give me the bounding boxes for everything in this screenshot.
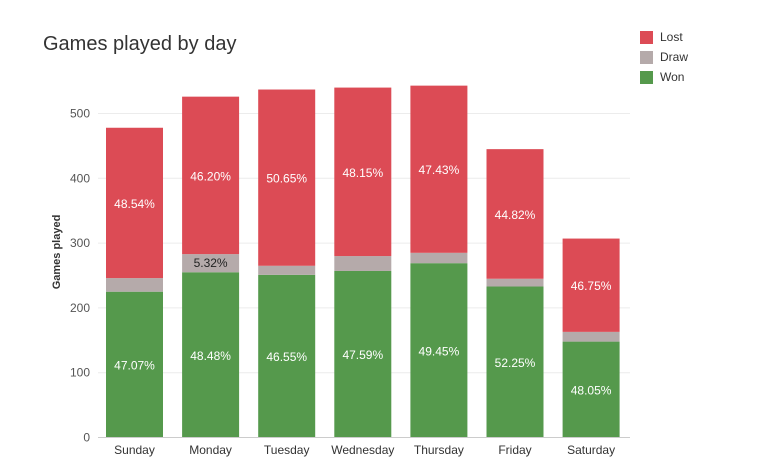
- bar-segment-draw: [334, 256, 392, 271]
- data-label: 46.55%: [266, 350, 307, 364]
- x-tick-label: Monday: [189, 443, 232, 457]
- data-label: 48.15%: [342, 166, 383, 180]
- legend-label: Draw: [660, 50, 689, 64]
- x-tick-label: Thursday: [414, 443, 464, 457]
- bar-segment-lost: [562, 238, 620, 332]
- x-tick-label: Wednesday: [331, 443, 394, 457]
- chart-title: Games played by day: [43, 33, 237, 55]
- bar-segment-won: [182, 272, 240, 438]
- y-tick-label: 100: [70, 366, 90, 380]
- bar-segment-lost: [106, 127, 163, 279]
- data-label: 46.20%: [190, 169, 231, 183]
- bar-segment-draw: [258, 265, 316, 275]
- data-label: 48.05%: [571, 384, 612, 398]
- bar-segment-lost: [334, 87, 392, 257]
- y-tick-label: 0: [83, 431, 90, 445]
- legend: Lost Draw Won: [640, 27, 688, 87]
- bar-segment-won: [258, 274, 316, 438]
- x-tick-label: Friday: [498, 443, 531, 457]
- data-label: 48.48%: [190, 349, 231, 363]
- legend-swatch: [640, 50, 653, 64]
- bar-segment-lost: [258, 89, 316, 266]
- bar-segment-draw: [562, 331, 620, 342]
- y-axis-label: Games played: [51, 215, 63, 290]
- data-label: 49.45%: [419, 344, 460, 358]
- bar-segment-lost: [486, 149, 544, 279]
- y-tick-label: 500: [70, 107, 90, 121]
- bar-segment-won: [410, 263, 468, 438]
- x-tick-label: Saturday: [567, 443, 615, 457]
- y-tick-label: 400: [70, 171, 90, 185]
- x-tick-label: Tuesday: [264, 443, 310, 457]
- bar-segment-draw: [182, 254, 240, 273]
- bar-segment-draw: [486, 278, 544, 287]
- data-label: 5.32%: [194, 256, 228, 270]
- bar-segment-won: [562, 341, 620, 438]
- legend-item-lost: Lost: [640, 27, 688, 47]
- data-label: 48.54%: [114, 197, 155, 211]
- legend-label: Lost: [660, 30, 683, 44]
- data-label: 52.25%: [495, 356, 536, 370]
- data-label: 47.43%: [419, 163, 460, 177]
- bar-segment-won: [106, 291, 163, 438]
- bar-segment-won: [334, 270, 392, 438]
- legend-item-draw: Draw: [640, 47, 688, 67]
- legend-swatch: [640, 30, 653, 44]
- y-tick-label: 200: [70, 301, 90, 315]
- bar-segment-won: [486, 286, 544, 438]
- data-label: 47.59%: [342, 348, 383, 362]
- data-label: 50.65%: [266, 172, 307, 186]
- legend-item-won: Won: [640, 67, 688, 87]
- legend-label: Won: [660, 70, 685, 84]
- data-label: 47.07%: [114, 359, 155, 373]
- y-tick-label: 300: [70, 236, 90, 250]
- bar-segment-draw: [106, 278, 163, 292]
- x-tick-label: Sunday: [114, 443, 155, 457]
- bar-segment-lost: [410, 85, 468, 253]
- bar-segment-lost: [182, 96, 240, 255]
- data-label: 44.82%: [495, 208, 536, 222]
- legend-swatch: [640, 70, 653, 84]
- data-label: 46.75%: [571, 279, 612, 293]
- bar-segment-draw: [410, 252, 468, 264]
